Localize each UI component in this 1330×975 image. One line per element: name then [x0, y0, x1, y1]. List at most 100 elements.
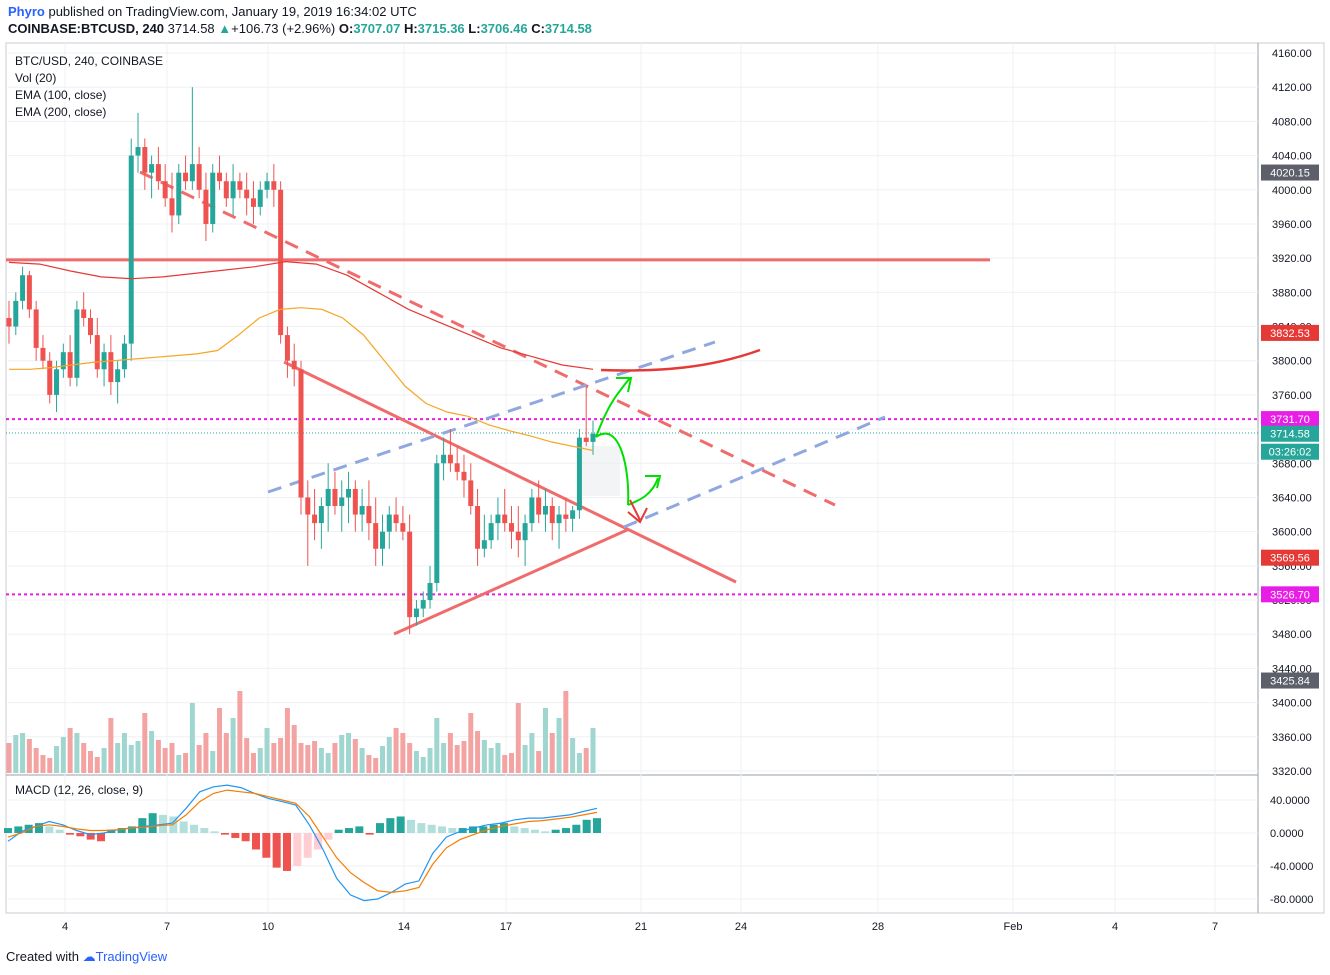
macd-legend[interactable]: MACD (12, 26, close, 9): [15, 783, 144, 797]
candle-body: [515, 531, 521, 541]
author-name[interactable]: Phyro: [8, 4, 45, 19]
candle-body: [556, 514, 562, 524]
candle-body: [339, 497, 345, 507]
macd-histogram-bar: [500, 823, 508, 833]
candle-body: [284, 335, 290, 361]
price-tag: [1261, 324, 1319, 341]
volume-bar: [67, 728, 73, 773]
candle-body: [434, 463, 440, 583]
footer-created: Created with: [6, 949, 79, 964]
volume-bar: [529, 733, 535, 773]
volume-bar: [135, 741, 141, 773]
macd-histogram-bar: [241, 833, 250, 842]
volume-bar: [346, 733, 352, 773]
candle-body: [189, 164, 195, 182]
candle-body: [542, 506, 548, 515]
candle-body: [475, 506, 481, 549]
candle-body: [400, 523, 406, 532]
volume-bar: [250, 753, 256, 773]
candle-body: [54, 369, 60, 395]
volume-bar: [576, 753, 582, 773]
volume-bar: [366, 755, 372, 773]
volume-bar: [81, 743, 87, 773]
candle-body: [135, 147, 141, 156]
green-arrowhead: [616, 377, 633, 393]
volume-bar: [176, 755, 182, 773]
candle-body: [142, 147, 148, 173]
volume-bar: [149, 731, 155, 773]
volume-bar: [33, 748, 39, 773]
price-tag: [1261, 425, 1319, 442]
volume-bar: [352, 739, 358, 773]
macd-histogram-bar: [376, 823, 384, 833]
macd-histogram-bar: [489, 824, 498, 833]
descending-trendline: [283, 360, 737, 584]
symbol-summary: COINBASE:BTCUSD, 240 3714.58 ▲+106.73 (+…: [8, 21, 592, 36]
x-tick-label: 7: [164, 921, 170, 933]
green-bounce-head: [645, 475, 662, 489]
macd-histogram-bar: [438, 826, 446, 833]
x-tick-label: 4: [62, 921, 68, 933]
volume-bar: [271, 743, 277, 773]
candle-body: [81, 309, 87, 318]
macd-histogram-bar: [272, 833, 281, 868]
macd-histogram-bar: [45, 826, 54, 833]
candle-body: [108, 352, 114, 383]
high-value: 3715.36: [417, 21, 465, 36]
candle-body: [386, 514, 392, 532]
legend-volume[interactable]: Vol (20): [15, 71, 57, 85]
publish-text: published on TradingView.com, January 19…: [48, 4, 417, 19]
volume-bar: [461, 741, 467, 773]
green-bounce-arrow: [627, 477, 659, 506]
volume-bar: [121, 733, 127, 773]
volume-bar: [454, 745, 460, 773]
low-value: 3706.46: [480, 21, 528, 36]
volume-bar: [549, 733, 555, 773]
price-tag: [1261, 672, 1319, 689]
volume-bar: [101, 748, 107, 773]
volume-bar: [481, 740, 487, 773]
volume-bar: [291, 725, 297, 773]
legend-title: BTC/USD, 240, COINBASE: [15, 54, 164, 68]
red-down-arrow: [629, 499, 641, 521]
macd-histogram-bar: [510, 826, 519, 833]
legend-ema200[interactable]: EMA (200, close): [15, 105, 107, 119]
legend-ema100[interactable]: EMA (100, close): [15, 88, 107, 102]
macd-histogram-bar: [520, 828, 529, 833]
macd-histogram-bar: [76, 833, 85, 837]
volume-bar: [339, 735, 345, 773]
volume-bar: [60, 737, 66, 773]
volume-bar: [325, 753, 331, 773]
macd-histogram-bar: [55, 829, 64, 833]
y-tick-label: 4160.00: [1272, 48, 1312, 60]
x-tick-label: 28: [872, 921, 884, 933]
candle-body: [40, 347, 46, 361]
macd-line: [7, 784, 598, 902]
volume-bar: [400, 733, 406, 773]
candle-body: [454, 463, 460, 472]
price-tag-label: 3714.58: [1270, 429, 1310, 441]
candle-body: [230, 181, 236, 199]
footer-brand[interactable]: TradingView: [95, 949, 168, 964]
macd-histogram-bar: [417, 823, 426, 833]
candle-body: [379, 531, 385, 549]
candle-body: [217, 172, 223, 182]
volume-bar: [54, 746, 60, 773]
volume-bar: [536, 751, 542, 773]
dashed-channel-lower: [623, 415, 886, 529]
candle-body: [576, 437, 582, 511]
candle-body: [549, 506, 555, 524]
volume-bar: [264, 728, 270, 773]
red-arrowhead: [627, 507, 648, 524]
volume-bar: [203, 733, 209, 773]
footer: Created with ☁TradingView: [6, 949, 167, 965]
candle-body: [570, 510, 576, 519]
candle-body: [318, 506, 324, 524]
macd-histogram-bar: [117, 828, 126, 833]
price-tag: [1261, 411, 1319, 428]
x-tick-label: 21: [635, 921, 647, 933]
candle-body: [176, 172, 182, 216]
y-tick-label: 3600.00: [1272, 527, 1312, 539]
high-label: H:: [403, 21, 418, 36]
